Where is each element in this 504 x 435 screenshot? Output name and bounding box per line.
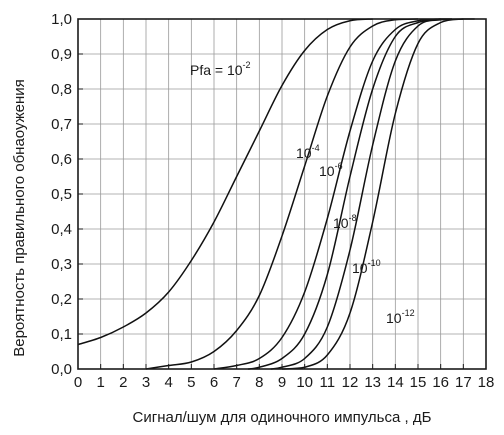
y-tick-label: 0,7 [51, 116, 72, 133]
y-tick-label: 1,0 [51, 11, 72, 28]
series-label-exponent: -4 [312, 143, 320, 153]
axis-ticks: 0 1 2 3 4 5 6 7 8 9 10 11 12 13 14 15 16 17 180,00,10,20,3… [51, 11, 494, 391]
y-tick-label: 0,2 [51, 291, 72, 308]
x-tick-label: 9 [278, 374, 286, 391]
y-tick-label: 0,0 [51, 361, 72, 378]
series-line-1 [77, 18, 373, 346]
x-tick-label: 14 [387, 374, 404, 391]
series-label-1: Pfa = 10-2 [190, 60, 251, 78]
series-line-4 [247, 18, 452, 370]
y-tick-label: 0,5 [51, 186, 72, 203]
y-tick-label: 0,9 [51, 46, 72, 63]
x-tick-label: 0 [74, 374, 82, 391]
series-label-exponent: -2 [243, 60, 251, 70]
y-axis-title: Вероятность правильного обнаоужения [11, 79, 28, 357]
x-tick-label: 5 [187, 374, 195, 391]
y-tick-label: 0,3 [51, 256, 72, 273]
series-label-exponent: -6 [335, 161, 343, 171]
x-tick-label: 13 [364, 374, 381, 391]
x-tick-label: 15 [410, 374, 427, 391]
x-tick-label: 4 [164, 374, 172, 391]
x-tick-label: 8 [255, 374, 263, 391]
x-tick-label: 16 [432, 374, 449, 391]
y-tick-label: 0,1 [51, 326, 72, 343]
series-lines [77, 18, 475, 370]
series-line-5 [270, 18, 464, 370]
x-tick-label: 10 [296, 374, 313, 391]
x-tick-label: 2 [119, 374, 127, 391]
x-tick-label: 11 [320, 374, 336, 391]
x-tick-label: 18 [478, 374, 495, 391]
x-tick-label: 17 [455, 374, 472, 391]
x-axis-title: Сигнал/шум для одиночного импульса , дБ [133, 409, 432, 426]
series-line-2 [145, 18, 419, 370]
x-tick-label: 1 [96, 374, 104, 391]
series-label-exponent: -10 [368, 258, 381, 268]
x-tick-label: 7 [232, 374, 240, 391]
x-tick-label: 12 [342, 374, 359, 391]
x-tick-label: 6 [210, 374, 218, 391]
y-tick-label: 0,8 [51, 81, 72, 98]
series-label-exponent: -8 [349, 213, 357, 223]
x-tick-label: 3 [142, 374, 150, 391]
series-label-exponent: -12 [402, 308, 415, 318]
y-tick-label: 0,6 [51, 151, 72, 168]
series-line-6 [281, 18, 475, 370]
y-tick-label: 0,4 [51, 221, 72, 238]
series-line-3 [213, 18, 441, 370]
